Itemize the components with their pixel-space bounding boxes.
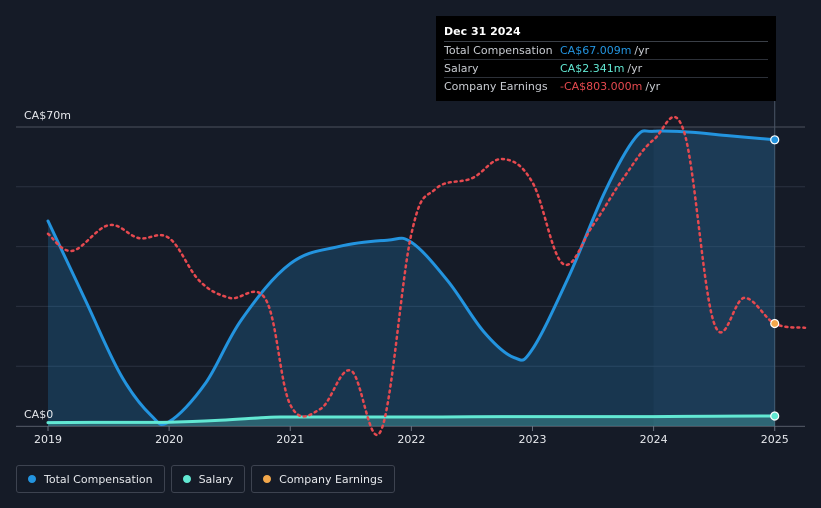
tooltip-label: Salary [444, 62, 479, 75]
chart-legend: Total Compensation Salary Company Earnin… [16, 465, 395, 493]
legend-item-salary[interactable]: Salary [170, 465, 246, 493]
dot-icon [182, 475, 191, 483]
dot-icon [28, 475, 36, 483]
chart-lines [46, 115, 807, 436]
tooltip-label: Company Earnings [444, 80, 548, 93]
x-tick-label: 2020 [155, 433, 183, 446]
salary-end-marker [770, 411, 780, 421]
y-axis-label-max: CA$70m [24, 109, 71, 122]
tooltip-unit: /yr [634, 44, 650, 57]
y-axis-labels: CA$70m CA$0 [24, 109, 71, 421]
total-compensation-area [48, 130, 775, 427]
tooltip-row-company-earnings: Company Earnings -CA$803.000m /yr [444, 78, 768, 95]
chart-markers [770, 135, 780, 421]
legend-label: Salary [198, 472, 234, 486]
total-compensation-end-marker [770, 135, 780, 145]
tooltip-unit: /yr [627, 62, 643, 75]
legend-item-total-compensation[interactable]: Total Compensation [16, 465, 165, 493]
tooltip-value: CA$67.009m [560, 44, 632, 57]
tooltip-date: Dec 31 2024 [444, 22, 768, 42]
salary-line [46, 414, 777, 425]
company-earnings-end-marker [770, 318, 780, 329]
company-earnings-line [46, 115, 807, 436]
y-axis-label-zero: CA$0 [24, 408, 53, 421]
x-axis-ticks: 2019 2020 2021 2022 2023 2024 2025 [34, 426, 789, 446]
x-tick-label: 2025 [761, 433, 789, 446]
tooltip-value: -CA$803.000m [560, 80, 643, 93]
legend-label: Total Compensation [44, 472, 153, 486]
tooltip-row-salary: Salary CA$2.341m /yr [444, 60, 768, 78]
x-tick-label: 2019 [34, 433, 62, 446]
legend-item-company-earnings[interactable]: Company Earnings [251, 465, 395, 493]
tooltip-panel: Dec 31 2024 Total Compensation CA$67.009… [436, 16, 776, 101]
highlight-region [653, 127, 775, 426]
tooltip-label: Total Compensation [444, 44, 553, 57]
dot-icon [263, 475, 272, 483]
x-tick-label: 2022 [397, 433, 425, 446]
chart-gridlines [16, 100, 805, 427]
tooltip-unit: /yr [645, 80, 661, 93]
tooltip-value: CA$2.341m [560, 62, 625, 75]
chart-areas [48, 130, 775, 427]
legend-label: Company Earnings [279, 472, 383, 486]
tooltip-row-total-compensation: Total Compensation CA$67.009m /yr [444, 42, 768, 60]
x-tick-label: 2023 [518, 433, 546, 446]
total-compensation-line [46, 129, 777, 426]
x-tick-label: 2024 [640, 433, 668, 446]
x-tick-label: 2021 [276, 433, 304, 446]
salary-area [48, 416, 775, 426]
